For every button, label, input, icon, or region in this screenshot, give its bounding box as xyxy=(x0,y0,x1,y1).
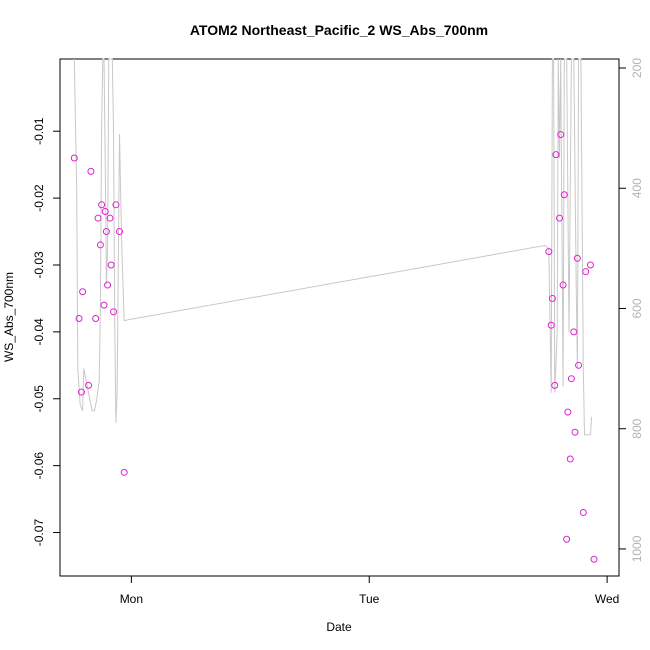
data-point xyxy=(552,151,560,159)
depth-line xyxy=(73,58,593,436)
data-point xyxy=(75,315,83,323)
depth-series-line xyxy=(73,58,593,436)
data-point xyxy=(96,241,104,249)
x-tick-label: Tue xyxy=(359,592,380,606)
data-point xyxy=(563,535,571,543)
depth-axis: 200 400 600 800 1000 xyxy=(618,58,644,562)
depth-tick-label: 1000 xyxy=(630,535,644,562)
x-axis: Mon Tue Wed xyxy=(120,575,619,606)
y-tick-label: -0.02 xyxy=(32,184,46,212)
data-point xyxy=(564,408,572,416)
data-point xyxy=(98,201,106,209)
y-tick-label: -0.06 xyxy=(32,452,46,480)
data-point xyxy=(120,468,128,476)
depth-tick-label: 200 xyxy=(630,58,644,78)
data-point xyxy=(545,248,553,256)
depth-tick-label: 600 xyxy=(630,298,644,318)
x-tick-label: Mon xyxy=(120,592,143,606)
data-point xyxy=(586,261,594,269)
y-tick-label: -0.04 xyxy=(32,318,46,346)
data-point xyxy=(87,167,95,175)
data-point xyxy=(85,381,93,389)
data-point xyxy=(94,214,102,222)
y-tick-label: -0.05 xyxy=(32,385,46,413)
data-point xyxy=(102,228,110,236)
data-point xyxy=(106,214,114,222)
data-point xyxy=(557,131,565,139)
data-point xyxy=(582,268,590,276)
data-point xyxy=(104,281,112,289)
data-point xyxy=(551,381,559,389)
data-point xyxy=(567,375,575,383)
data-point xyxy=(100,301,108,309)
data-point xyxy=(77,388,85,396)
data-point xyxy=(110,308,118,316)
data-point xyxy=(70,154,78,162)
data-point xyxy=(571,428,579,436)
y-tick-label: -0.07 xyxy=(32,519,46,547)
y-axis: -0.07 -0.06 -0.05 -0.04 -0.03 -0.02 -0.01 xyxy=(32,117,61,547)
data-point xyxy=(590,555,598,563)
y-tick-label: -0.03 xyxy=(32,251,46,279)
data-point xyxy=(559,281,567,289)
data-point xyxy=(79,288,87,296)
data-point xyxy=(575,361,583,369)
data-point xyxy=(101,207,109,215)
depth-tick-label: 400 xyxy=(630,178,644,198)
x-axis-label: Date xyxy=(326,620,352,634)
data-point xyxy=(560,191,568,199)
data-point xyxy=(112,201,120,209)
x-tick-label: Wed xyxy=(595,592,619,606)
data-points xyxy=(70,131,598,563)
y-axis-label: WS_Abs_700nm xyxy=(2,272,16,362)
chart-title: ATOM2 Northeast_Pacific_2 WS_Abs_700nm xyxy=(190,22,488,38)
data-point xyxy=(548,294,556,302)
data-point xyxy=(579,508,587,516)
data-point xyxy=(566,455,574,463)
data-point xyxy=(107,261,115,269)
data-point xyxy=(547,321,555,329)
depth-tick-label: 800 xyxy=(630,418,644,438)
y-tick-label: -0.01 xyxy=(32,117,46,145)
data-point xyxy=(115,228,123,236)
data-point xyxy=(573,254,581,262)
data-point xyxy=(92,315,100,323)
data-point xyxy=(570,328,578,336)
data-point xyxy=(556,214,564,222)
